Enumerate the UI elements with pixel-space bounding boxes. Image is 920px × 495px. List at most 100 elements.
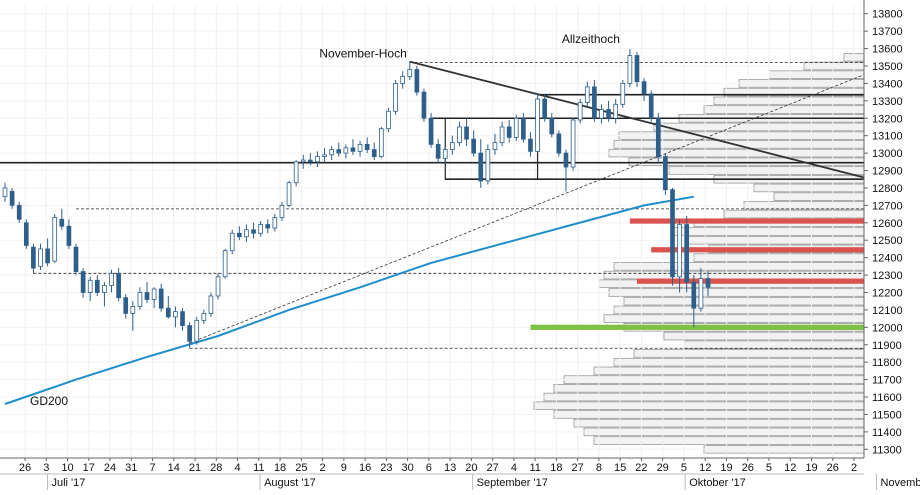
y-tick-label: 13300 bbox=[872, 96, 903, 108]
candle-body bbox=[144, 292, 150, 300]
candle bbox=[329, 146, 334, 161]
candle bbox=[137, 287, 143, 310]
x-tick-label: 19 bbox=[805, 462, 817, 474]
candle bbox=[237, 226, 242, 241]
x-tick-label: 27 bbox=[572, 462, 584, 474]
x-tick-label: 11 bbox=[253, 462, 264, 474]
candle-body bbox=[414, 69, 420, 93]
y-tick-label: 11700 bbox=[872, 375, 902, 387]
y-tick-label: 11900 bbox=[872, 340, 902, 352]
candle bbox=[16, 201, 22, 223]
candle bbox=[492, 133, 498, 155]
candle-body bbox=[87, 279, 93, 293]
candle-body bbox=[244, 229, 249, 238]
candle-body bbox=[400, 76, 405, 84]
x-axis: 26 3 10 17 24 31 7 14 21 28 4 11 18 25 2 9 16 23 30 6 13 20 27… bbox=[0, 457, 920, 490]
candle bbox=[620, 79, 626, 108]
candle bbox=[691, 275, 697, 328]
candle-body bbox=[705, 278, 711, 288]
x-month-label: September '17 bbox=[477, 477, 548, 489]
x-tick-label: 9 bbox=[341, 462, 347, 474]
y-tick-label: 12100 bbox=[872, 305, 903, 317]
x-tick-label: 22 bbox=[635, 462, 647, 474]
candle bbox=[45, 238, 50, 267]
candle-body bbox=[2, 187, 8, 198]
candle bbox=[705, 271, 711, 296]
x-tick-label: 26 bbox=[827, 462, 839, 474]
candle bbox=[66, 219, 72, 249]
candle bbox=[648, 90, 654, 122]
grid bbox=[0, 5, 864, 458]
candle bbox=[31, 243, 36, 274]
candle bbox=[229, 229, 235, 255]
x-tick-label: 19 bbox=[720, 462, 732, 474]
y-tick-label: 11500 bbox=[872, 409, 902, 421]
candle bbox=[535, 93, 540, 154]
annotation-label: Allzeithoch bbox=[562, 32, 620, 46]
candle bbox=[215, 273, 221, 300]
candle-body bbox=[215, 276, 221, 297]
candle bbox=[371, 142, 377, 161]
candle bbox=[471, 130, 476, 157]
candle-body bbox=[684, 224, 690, 283]
candle-body bbox=[442, 149, 448, 159]
candle bbox=[300, 154, 306, 169]
downtrend-line bbox=[409, 60, 865, 179]
candle bbox=[670, 187, 675, 286]
candle-body bbox=[102, 285, 107, 293]
candle-body bbox=[542, 98, 548, 119]
candle-body bbox=[300, 159, 306, 163]
candle-body bbox=[364, 143, 370, 151]
y-tick-label: 13400 bbox=[872, 78, 903, 90]
candle bbox=[336, 142, 342, 157]
candle-body bbox=[329, 149, 334, 156]
candle bbox=[528, 132, 533, 157]
candle-body bbox=[606, 109, 611, 119]
y-tick-label: 12700 bbox=[872, 200, 903, 212]
x-month-label: August '17 bbox=[264, 477, 316, 489]
candle-body bbox=[16, 204, 22, 220]
candle bbox=[677, 219, 682, 293]
price-zones bbox=[530, 218, 864, 330]
y-tick-label: 13600 bbox=[872, 44, 903, 56]
candle-body bbox=[492, 142, 498, 151]
candle bbox=[322, 147, 327, 162]
x-month-label: Oktober '17 bbox=[689, 477, 746, 489]
candle bbox=[599, 104, 604, 124]
candle-body bbox=[435, 143, 441, 159]
candle-body bbox=[194, 319, 200, 342]
candle-body bbox=[457, 126, 462, 144]
volume-profile-bar bbox=[663, 331, 865, 341]
candle-body bbox=[698, 278, 704, 309]
candle-body bbox=[123, 297, 129, 314]
y-tick-label: 12400 bbox=[872, 253, 903, 265]
volume-profile-bar bbox=[768, 70, 865, 79]
candle bbox=[279, 201, 285, 222]
candle-body bbox=[648, 93, 654, 119]
candle bbox=[123, 294, 129, 319]
candle bbox=[521, 113, 526, 143]
candle-body bbox=[670, 189, 675, 278]
candle bbox=[23, 219, 29, 249]
candle-body bbox=[357, 143, 363, 152]
candle bbox=[293, 160, 299, 187]
candle bbox=[634, 52, 640, 87]
candle bbox=[563, 149, 569, 192]
candle bbox=[308, 153, 313, 166]
support-zone bbox=[530, 324, 864, 330]
candle-body bbox=[506, 126, 512, 138]
candle bbox=[570, 118, 576, 171]
candle bbox=[265, 219, 271, 234]
x-tick-label: 27 bbox=[487, 462, 499, 474]
candle bbox=[592, 79, 597, 122]
candle bbox=[513, 114, 519, 141]
candle-body bbox=[350, 147, 356, 152]
candle-body bbox=[308, 159, 313, 163]
x-tick-label: 23 bbox=[380, 462, 392, 474]
resistance-zone bbox=[629, 218, 864, 224]
candle bbox=[165, 295, 171, 319]
y-tick-label: 13100 bbox=[872, 131, 903, 143]
candle bbox=[556, 130, 562, 157]
x-tick-label: 18 bbox=[550, 462, 562, 474]
